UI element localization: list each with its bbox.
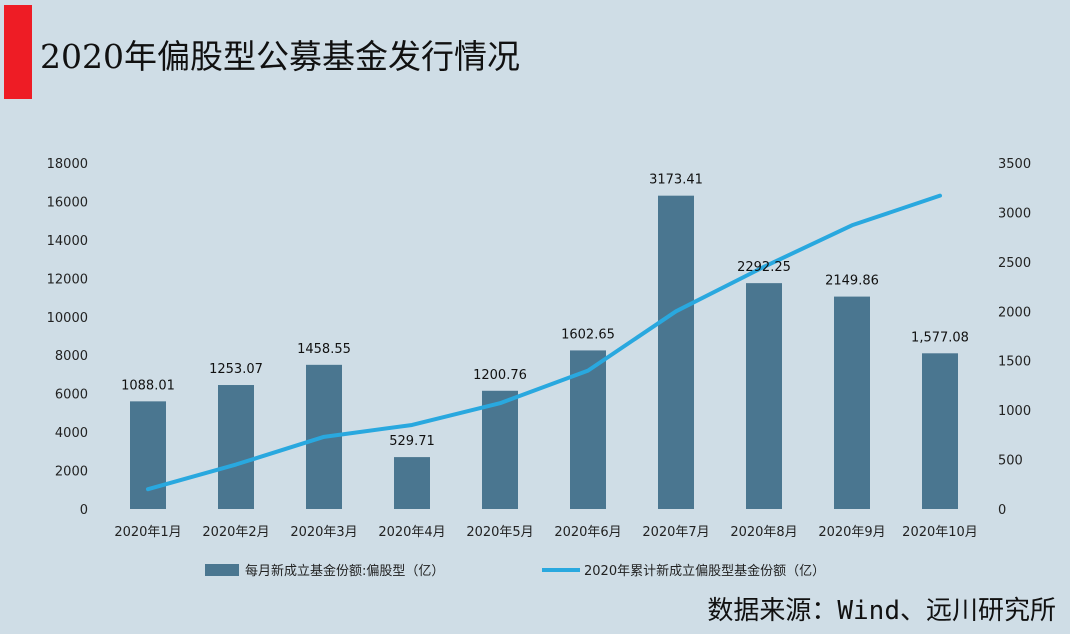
legend-line-label: 2020年累计新成立偏股型基金份额（亿） — [584, 563, 825, 579]
left-tick-label: 0 — [80, 503, 88, 518]
right-tick-label: 3500 — [998, 157, 1031, 172]
line-series — [146, 193, 942, 492]
bar — [394, 457, 430, 509]
left-tick-label: 10000 — [47, 311, 88, 326]
bar — [922, 353, 958, 509]
bar — [482, 390, 518, 509]
bar — [218, 385, 254, 509]
data-label: 2149.86 — [825, 274, 879, 289]
x-tick-label: 2020年6月 — [554, 525, 621, 540]
x-tick-label: 2020年8月 — [730, 525, 797, 540]
right-tick-label: 2500 — [998, 256, 1031, 271]
right-tick-label: 3000 — [998, 206, 1031, 221]
left-tick-label: 16000 — [47, 195, 88, 210]
right-tick-label: 2000 — [998, 305, 1031, 320]
data-label: 1,577.08 — [911, 330, 969, 345]
bar — [746, 283, 782, 509]
source-note: 数据来源：Wind、远川研究所 — [707, 596, 1056, 626]
left-tick-label: 8000 — [55, 349, 88, 364]
x-tick-label: 2020年2月 — [202, 525, 269, 540]
bar — [130, 401, 166, 509]
x-tick-label: 2020年5月 — [466, 525, 533, 540]
data-label: 1253.07 — [209, 362, 263, 377]
data-labels: 1088.01 1253.07 1458.55 529.71 1200.76 1602.6… — [121, 173, 969, 449]
x-axis: 2020年1月 2020年2月 2020年3月 2020年4月 2020年5月 2020年… — [114, 525, 978, 540]
cumulative-line — [146, 193, 942, 492]
legend: 每月新成立基金份额:偏股型（亿） 2020年累计新成立偏股型基金份额（亿） — [205, 563, 825, 579]
data-label: 1200.76 — [473, 368, 527, 383]
left-tick-label: 14000 — [47, 234, 88, 249]
page-title: 2020年偏股型公募基金发行情况 — [40, 37, 520, 76]
legend-bar-label: 每月新成立基金份额:偏股型（亿） — [245, 563, 444, 579]
x-tick-label: 2020年10月 — [902, 525, 978, 540]
x-tick-label: 2020年7月 — [642, 525, 709, 540]
bar-series — [130, 195, 958, 509]
right-axis: 0 500 1000 1500 2000 2500 3000 3500 — [998, 157, 1031, 518]
right-tick-label: 500 — [998, 454, 1023, 469]
left-axis: 0 2000 4000 6000 8000 10000 12000 14000 16000 180… — [47, 157, 88, 518]
data-label: 529.71 — [389, 434, 435, 449]
x-tick-label: 2020年4月 — [378, 525, 445, 540]
x-tick-label: 2020年9月 — [818, 525, 885, 540]
left-tick-label: 18000 — [47, 157, 88, 172]
data-label: 2292.25 — [737, 260, 791, 275]
data-label: 1088.01 — [121, 378, 175, 393]
x-tick-label: 2020年3月 — [290, 525, 357, 540]
legend-bar-swatch — [205, 564, 239, 576]
data-label: 1458.55 — [297, 342, 351, 357]
right-tick-label: 1000 — [998, 404, 1031, 419]
left-tick-label: 12000 — [47, 272, 88, 287]
data-label: 1602.65 — [561, 327, 615, 342]
x-tick-label: 2020年1月 — [114, 525, 181, 540]
left-tick-label: 4000 — [55, 426, 88, 441]
accent-bar — [4, 5, 32, 99]
right-tick-label: 1500 — [998, 355, 1031, 370]
bar — [658, 195, 694, 509]
left-tick-label: 2000 — [55, 465, 88, 480]
right-tick-label: 0 — [998, 503, 1006, 518]
bar — [834, 296, 870, 509]
left-tick-label: 6000 — [55, 388, 88, 403]
data-label: 3173.41 — [649, 173, 703, 188]
